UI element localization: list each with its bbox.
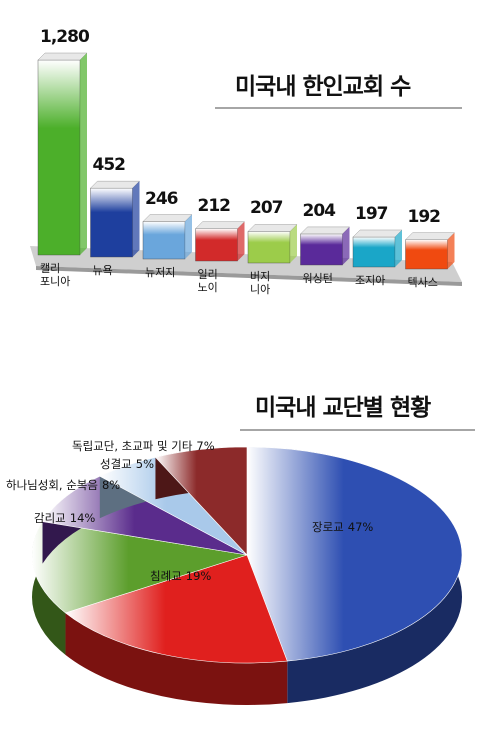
slice-label: 성결교 5% [100, 457, 154, 471]
value-label: 212 [197, 195, 231, 216]
bar-side [342, 226, 350, 265]
bar-top [195, 221, 245, 229]
floor-edge [36, 266, 462, 286]
slice-category: 독립교단, 초교파 및 기타 [72, 439, 193, 453]
slice-category: 하나님성회, 순복음 [6, 478, 98, 492]
pie-slice [154, 446, 248, 556]
value-label: 192 [407, 206, 441, 227]
bar-side [132, 181, 140, 257]
pie-slice [31, 521, 248, 655]
pie-slice [246, 446, 463, 704]
bar-top [90, 180, 140, 189]
bar [247, 224, 298, 264]
bar-front [300, 233, 343, 266]
bar-top [405, 232, 455, 240]
bar-side [237, 221, 245, 261]
pie-slice [42, 475, 248, 564]
slice-top [154, 446, 248, 556]
bar [142, 214, 193, 260]
slice-top [246, 446, 463, 662]
slice-value: 19% [185, 569, 212, 583]
bar-top [247, 224, 298, 232]
bar [90, 180, 140, 258]
category-label: 뉴욕 [92, 264, 113, 277]
slice-value: 47% [347, 520, 374, 534]
value-label: 204 [302, 200, 336, 221]
floor [30, 246, 462, 282]
slice-label: 감리교 14% [34, 511, 96, 525]
bar-side [185, 214, 192, 259]
category-label: 일리 노이 [197, 268, 218, 294]
category-label: 캘리 포니아 [40, 262, 71, 288]
bar-top [352, 229, 403, 238]
bar-front [352, 236, 396, 268]
bar-side [447, 232, 455, 269]
value-label: 1,280 [40, 27, 90, 47]
slice-value: 8% [101, 478, 121, 492]
bar-front [37, 59, 81, 256]
bar-top [142, 214, 193, 222]
category-label: 버지 니아 [250, 270, 271, 296]
slice-category: 침례교 [150, 569, 182, 583]
value-label: 452 [92, 155, 126, 176]
slice-top [31, 521, 248, 614]
slice-value: 7% [196, 439, 215, 453]
bar [405, 232, 455, 270]
category-label: 조지아 [355, 274, 386, 287]
bar-front [142, 221, 186, 260]
bar-side [80, 53, 87, 255]
bar [195, 221, 245, 262]
bar-front [90, 187, 133, 258]
value-label: 197 [355, 203, 388, 224]
bar-front [247, 231, 291, 264]
slice-label: 장로교 47% [312, 520, 374, 534]
bar-side [395, 229, 402, 267]
category-label: 워싱턴 [302, 272, 333, 285]
bar-top [300, 226, 350, 235]
bar-front [195, 228, 238, 262]
slice-value: 14% [69, 511, 96, 525]
category-label: 뉴저지 [145, 266, 176, 279]
bar [300, 226, 350, 266]
bar-side [290, 224, 297, 263]
slice-category: 감리교 [34, 511, 66, 525]
slice-category: 성결교 [100, 457, 132, 471]
chart-title: 미국내 한인교회 수 [235, 74, 411, 100]
slice-side [65, 612, 288, 705]
slice-label: 독립교단, 초교파 및 기타 7% [72, 439, 215, 453]
bar [352, 229, 403, 268]
slice-value: 5% [135, 457, 154, 471]
bar-front [405, 239, 448, 270]
slice-top [64, 554, 288, 664]
chart-title: 미국내 교단별 현황 [255, 395, 431, 421]
value-label: 246 [145, 188, 178, 209]
slice-label: 하나님성회, 순복음 8% [6, 478, 121, 492]
bar [37, 52, 88, 256]
slice-label: 침례교 19% [150, 569, 212, 583]
slice-top [42, 475, 248, 556]
value-label: 207 [250, 198, 283, 219]
category-label: 텍사스 [407, 276, 438, 289]
bar-top [37, 52, 88, 61]
slice-category: 장로교 [312, 520, 344, 534]
pie-slice [64, 554, 288, 705]
